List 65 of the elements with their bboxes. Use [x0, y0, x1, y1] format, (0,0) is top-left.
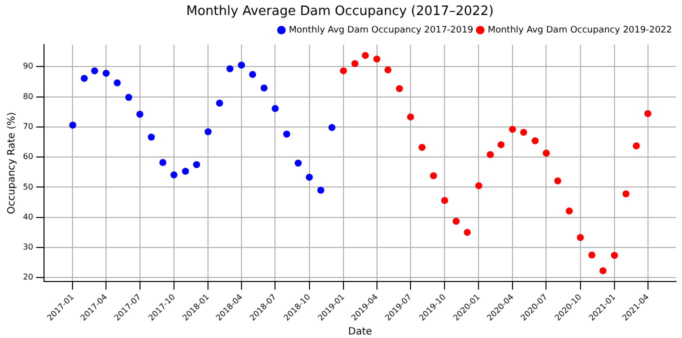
point — [542, 150, 550, 157]
point — [576, 234, 584, 242]
point — [216, 100, 224, 107]
point — [520, 128, 528, 136]
point — [272, 105, 279, 112]
point — [373, 56, 380, 63]
point — [193, 161, 200, 168]
point — [306, 174, 313, 181]
point — [238, 62, 245, 69]
y-tick-label: 60 — [22, 152, 34, 162]
point — [249, 70, 256, 78]
point — [362, 52, 369, 59]
point — [441, 196, 448, 204]
point — [486, 151, 494, 158]
y-tick-label: 50 — [22, 182, 34, 192]
point — [125, 94, 132, 101]
point — [182, 168, 189, 175]
point — [260, 84, 268, 92]
point — [114, 79, 121, 86]
point — [102, 70, 110, 77]
point — [532, 137, 539, 144]
point — [599, 267, 606, 274]
point — [294, 160, 302, 167]
point — [340, 67, 347, 74]
point — [396, 85, 403, 92]
point — [508, 126, 516, 133]
y-tick-label: 80 — [22, 92, 34, 101]
point — [452, 218, 460, 225]
y-tick-label: 30 — [22, 242, 34, 252]
point — [317, 186, 324, 194]
point — [622, 190, 630, 198]
point — [328, 124, 336, 132]
point — [80, 74, 88, 82]
point — [159, 158, 166, 166]
point — [204, 128, 212, 136]
point — [475, 182, 482, 190]
point — [136, 110, 144, 118]
y-axis-title: Occupancy Rate (%) — [6, 112, 18, 214]
point — [464, 228, 471, 236]
point — [351, 60, 358, 68]
point — [644, 110, 652, 118]
x-axis-title: Date — [348, 326, 372, 338]
point — [69, 122, 76, 129]
point — [588, 252, 596, 259]
chart-title: Monthly Average Dam Occupancy (2017–2022) — [186, 4, 494, 20]
point — [566, 208, 573, 215]
point — [632, 142, 640, 150]
y-tick-label: 90 — [22, 62, 34, 71]
y-tick-label: 20 — [22, 272, 34, 282]
point — [226, 65, 234, 72]
y-tick-label: 70 — [22, 122, 34, 131]
legend-label: Monthly Avg Dam Occupancy 2017-2019 — [288, 25, 474, 36]
point — [407, 113, 414, 120]
y-tick-label: 40 — [22, 212, 34, 222]
point — [610, 252, 618, 259]
point — [384, 66, 392, 74]
point — [554, 177, 562, 184]
point — [91, 67, 98, 74]
legend-label: Monthly Avg Dam Occupancy 2019-2022 — [488, 25, 672, 36]
point — [430, 172, 438, 180]
point — [170, 171, 178, 178]
point — [148, 134, 155, 141]
point — [497, 141, 504, 148]
point — [283, 130, 290, 138]
point — [418, 144, 426, 151]
